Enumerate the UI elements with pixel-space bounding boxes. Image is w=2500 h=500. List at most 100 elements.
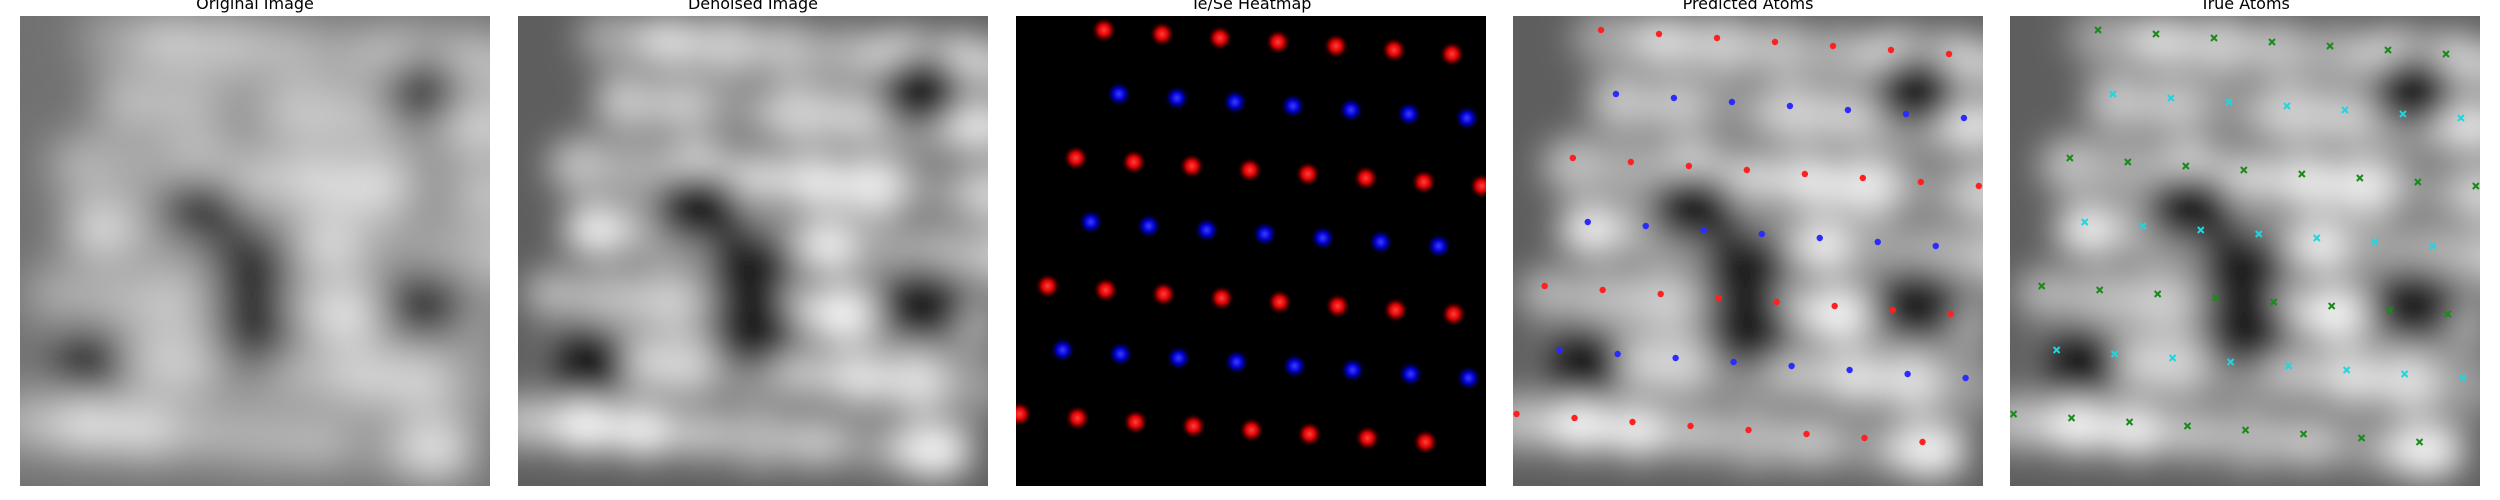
- te-heatmap-spot: [1352, 165, 1379, 191]
- true-te-marker: [2298, 170, 2306, 178]
- heatmap-image: [1016, 16, 1486, 486]
- stm-blob: [1829, 154, 1908, 218]
- panel-title-denoised: Denoised Image: [687, 0, 819, 13]
- stm-blob: [665, 409, 738, 459]
- stm-blobs: [1513, 16, 1983, 479]
- stm-blob: [2375, 350, 2446, 414]
- true-te-marker: [2241, 426, 2250, 434]
- stm-blob: [956, 163, 988, 225]
- true-se-marker: [2110, 350, 2119, 358]
- true-se-marker: [2429, 242, 2437, 250]
- te-heatmap-spot: [1238, 417, 1265, 443]
- stm-dark-region: [876, 50, 967, 131]
- se-heatmap-spot: [1397, 361, 1424, 387]
- predicted-te-marker: [1831, 302, 1838, 310]
- stm-blob: [2247, 19, 2309, 81]
- predicted-te-marker: [1657, 290, 1664, 298]
- stm-blob: [2055, 204, 2127, 256]
- stm-blob: [799, 217, 862, 275]
- se-heatmap-spot: [1339, 357, 1366, 383]
- stm-blob: [634, 16, 706, 69]
- te-heatmap-spot: [1064, 405, 1091, 431]
- stm-blob: [552, 399, 619, 453]
- stm-blob: [2015, 269, 2081, 319]
- predicted-te-marker: [1801, 170, 1809, 178]
- te-heatmap-spot: [1324, 293, 1351, 319]
- stm-blob: [1558, 204, 1630, 256]
- true-te-marker: [2356, 174, 2364, 182]
- stm-blob: [2326, 154, 2405, 218]
- stm-blob: [900, 164, 964, 216]
- stm-blob: [1974, 50, 1983, 82]
- predicted-se-marker: [1700, 226, 1707, 234]
- stm-blob: [1518, 269, 1584, 319]
- stm-dark-region: [1872, 264, 1963, 345]
- stm-blob: [2044, 399, 2111, 453]
- stm-dark-region: [2035, 322, 2126, 403]
- predicted-se-marker: [1670, 94, 1678, 102]
- predicted-se-marker: [1962, 374, 1969, 382]
- stm-dark-region: [1538, 322, 1629, 403]
- predicted-te-marker: [1889, 306, 1896, 314]
- stm-blob: [2291, 217, 2354, 275]
- stm-blob: [2471, 50, 2480, 82]
- predicted-te-marker: [1917, 178, 1925, 186]
- stm-blob: [894, 421, 973, 479]
- predicted-atoms-image: [1513, 16, 1983, 486]
- stm-dark-region: [2201, 289, 2292, 370]
- stm-blob: [710, 82, 776, 138]
- true-se-marker: [2457, 114, 2465, 122]
- stm-blob: [2039, 136, 2113, 196]
- true-se-marker: [2400, 370, 2409, 378]
- panel-denoised: Denoised Image: [518, 0, 988, 500]
- true-te-marker: [2037, 282, 2046, 290]
- stm-dark-region: [709, 289, 800, 370]
- predicted-se-marker: [1612, 90, 1620, 98]
- te-heatmap-spot: [1410, 169, 1437, 195]
- stm-blob: [2392, 164, 2456, 216]
- stm-blob: [1756, 83, 1836, 145]
- te-heatmap-spot: [1236, 157, 1263, 183]
- true-te-marker: [2385, 306, 2394, 314]
- panel-title-heatmap: Te/Se Heatmap: [1190, 0, 1312, 13]
- predicted-te-marker: [1919, 438, 1926, 446]
- stm-blob: [1542, 136, 1616, 196]
- te-heatmap-spot: [1323, 33, 1349, 59]
- stm-blob: [755, 19, 817, 81]
- predicted-te-marker: [1627, 158, 1635, 166]
- predicted-se-marker: [1614, 350, 1621, 358]
- true-markers: [2010, 26, 2480, 446]
- stm-dark-region: [1648, 167, 1739, 248]
- predicted-te-marker: [1803, 430, 1810, 438]
- predicted-te-marker: [1887, 46, 1895, 54]
- stm-blob: [852, 223, 926, 277]
- se-heatmap-spot: [1453, 105, 1480, 131]
- panel-heatmap: Te/Se Heatmap: [1016, 0, 1486, 500]
- stm-dark-region: [877, 264, 968, 345]
- predicted-se-marker: [1816, 234, 1823, 242]
- stm-blob: [2067, 268, 2144, 328]
- predicted-te-marker: [1945, 50, 1953, 58]
- stm-blob: [2126, 16, 2198, 69]
- true-te-marker: [2153, 290, 2162, 298]
- stm-blob: [547, 136, 621, 196]
- stm-blobs: [2010, 16, 2480, 479]
- panel-true: True Atoms: [2010, 0, 2480, 500]
- predicted-te-marker: [1861, 434, 1868, 442]
- se-heatmap-spot: [1221, 89, 1248, 115]
- denoised-image: [518, 16, 988, 486]
- te-heatmap-spot: [1266, 289, 1293, 315]
- stm-blob: [2437, 354, 2480, 418]
- stm-blob: [2300, 25, 2372, 83]
- te-heatmap-spot: [1382, 297, 1409, 323]
- stm-blob: [1645, 77, 1715, 135]
- predicted-se-marker: [1730, 358, 1737, 366]
- se-heatmap-spot: [1107, 341, 1134, 367]
- true-te-marker: [2094, 26, 2102, 34]
- predicted-se-marker: [1788, 362, 1795, 370]
- true-te-marker: [2472, 182, 2480, 190]
- stm-blob: [2276, 152, 2340, 212]
- panel-title-original: Original Image: [196, 0, 314, 13]
- stm-blob: [2319, 350, 2387, 406]
- stm-blob: [1805, 283, 1876, 345]
